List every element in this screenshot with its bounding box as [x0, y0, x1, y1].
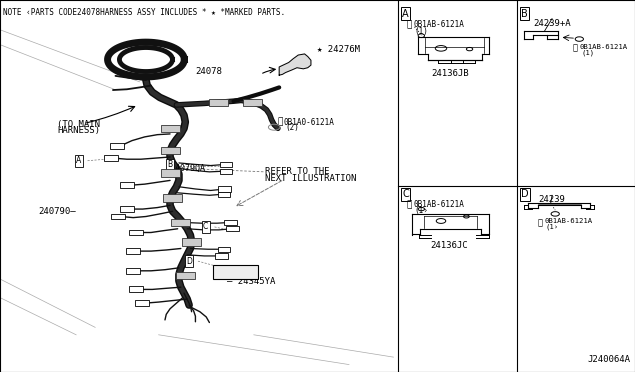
Text: Ⓑ: Ⓑ	[406, 200, 412, 209]
Text: D: D	[186, 257, 192, 266]
Text: NOTE ‹PARTS CODE24078HARNESS ASSY INCLUDES * ★ *MARKED PARTS.: NOTE ‹PARTS CODE24078HARNESS ASSY INCLUD…	[3, 8, 285, 17]
Bar	[161, 169, 180, 177]
Bar	[212, 265, 259, 279]
Bar	[161, 125, 180, 132]
Bar	[126, 268, 140, 274]
Text: 0B1AB-6121A: 0B1AB-6121A	[580, 44, 628, 49]
Bar	[224, 220, 237, 225]
Text: 24079QA: 24079QA	[170, 164, 205, 173]
Text: 0B1AB-6121A: 0B1AB-6121A	[413, 200, 464, 209]
Text: C: C	[403, 189, 409, 199]
Text: 24136JB: 24136JB	[432, 69, 469, 78]
Text: (1›: (1›	[414, 206, 428, 215]
Bar	[120, 182, 134, 188]
Text: 24239+A: 24239+A	[533, 19, 571, 28]
Bar	[163, 194, 182, 202]
Text: J240064A: J240064A	[588, 355, 631, 364]
Text: 24136JC: 24136JC	[431, 241, 468, 250]
Text: A: A	[76, 156, 81, 165]
Text: A: A	[403, 9, 409, 19]
Bar	[226, 226, 239, 231]
Bar	[220, 162, 232, 167]
Bar	[176, 272, 195, 279]
Bar	[218, 192, 230, 197]
Text: (1›: (1›	[546, 224, 559, 230]
Bar	[182, 238, 201, 246]
Bar	[215, 253, 228, 259]
Bar	[126, 248, 140, 254]
Text: 24078: 24078	[195, 67, 222, 76]
Bar	[209, 99, 228, 106]
Text: B: B	[521, 9, 528, 19]
Text: Ⓑ: Ⓑ	[278, 118, 284, 126]
Text: B: B	[168, 160, 173, 169]
Bar	[104, 155, 118, 161]
Text: 240790―: 240790―	[38, 207, 76, 216]
Text: (1): (1)	[581, 49, 595, 55]
Text: C: C	[203, 222, 208, 231]
Bar	[172, 219, 190, 226]
Bar	[135, 300, 149, 306]
Text: HARNESS): HARNESS)	[57, 126, 100, 135]
Text: Ⓑ: Ⓑ	[406, 20, 412, 29]
Text: 24239: 24239	[539, 195, 566, 204]
Bar	[218, 247, 230, 252]
Text: REFER TO THE: REFER TO THE	[265, 167, 330, 176]
Text: D: D	[521, 189, 529, 199]
Bar	[220, 169, 232, 174]
Bar	[120, 206, 134, 212]
Bar	[129, 286, 143, 292]
Bar	[161, 147, 180, 154]
Bar	[129, 230, 143, 235]
Text: 0B1A0-6121A: 0B1A0-6121A	[284, 118, 335, 126]
Text: (1): (1)	[414, 27, 428, 36]
Text: Ⓑ: Ⓑ	[538, 218, 543, 227]
Text: 0B1AB-6121A: 0B1AB-6121A	[545, 218, 593, 224]
Text: ★ 24276M: ★ 24276M	[317, 45, 360, 54]
Text: Ⓑ: Ⓑ	[573, 44, 578, 52]
Polygon shape	[279, 54, 311, 75]
Bar	[111, 143, 124, 149]
Bar	[111, 214, 125, 219]
Bar	[243, 99, 262, 106]
Text: NEXT ILLUSTRATION: NEXT ILLUSTRATION	[265, 174, 356, 183]
Text: ― 24345YA: ― 24345YA	[227, 278, 276, 286]
Bar	[218, 186, 231, 192]
Text: 0B1AB-6121A: 0B1AB-6121A	[413, 20, 464, 29]
Text: (2): (2)	[285, 123, 300, 132]
Text: (TO MAIN: (TO MAIN	[57, 120, 100, 129]
